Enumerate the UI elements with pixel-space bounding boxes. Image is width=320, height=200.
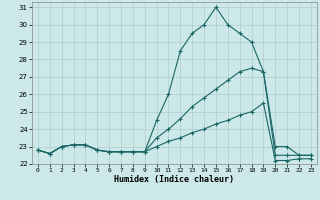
- X-axis label: Humidex (Indice chaleur): Humidex (Indice chaleur): [115, 175, 234, 184]
